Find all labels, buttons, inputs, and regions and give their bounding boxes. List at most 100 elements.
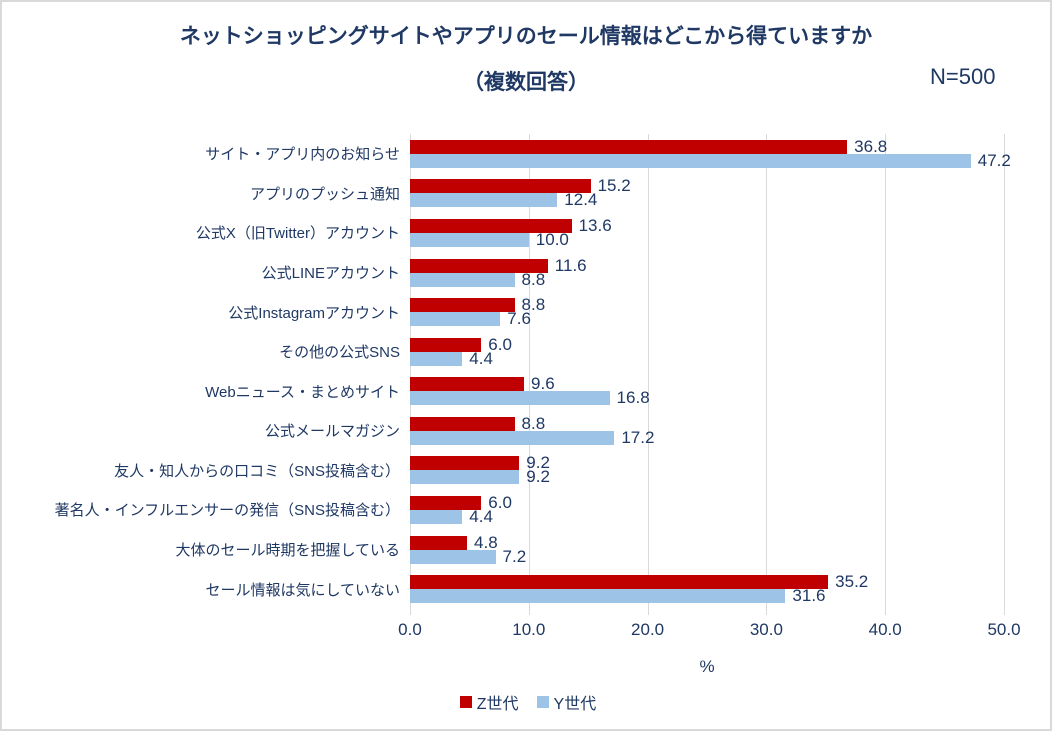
- bar-z-gen: [410, 495, 482, 510]
- chart-title: ネットショッピングサイトやアプリのセール情報はどこから得ていますか: [179, 25, 873, 48]
- value-label-z-gen: 8.8: [521, 413, 546, 433]
- bar-line: 8.8: [410, 413, 1004, 433]
- bar-y-gen: [410, 549, 496, 564]
- value-label-y-gen: 7.2: [502, 546, 527, 566]
- legend-item-y-gen: Y世代: [536, 690, 597, 714]
- bar-z-gen: [410, 139, 848, 154]
- category-row: 6.0 4.4: [410, 332, 1004, 372]
- category-row: 8.8 7.6: [410, 292, 1004, 332]
- category-label: セール情報は気にしていない: [205, 581, 400, 599]
- bar-z-gen: [410, 575, 829, 590]
- value-label-z-gen: 6.0: [488, 334, 512, 354]
- value-label-z-gen: 11.6: [554, 255, 587, 275]
- bar-line: 4.4: [410, 507, 1004, 526]
- x-tick-label: 20.0: [631, 620, 665, 639]
- value-label-y-gen: 47.2: [977, 150, 1011, 170]
- bar-z-gen: [410, 416, 515, 431]
- bar-rows: 36.8 47.2 15.2 12.4 13.6 10.0 11.6 8.8 8.8 7.6 6.0…: [410, 134, 1011, 609]
- bar-line: 16.8: [410, 388, 1004, 408]
- bar-line: 11.6: [410, 255, 1004, 275]
- bar-line: 4.8: [410, 532, 1004, 552]
- category-row: 6.0 4.4: [410, 490, 1004, 530]
- category-label: 大体のセール時期を把握している: [175, 542, 400, 560]
- bar-y-gen: [410, 430, 615, 445]
- chart-area: サイト・アプリ内のお知らせアプリのプッシュ通知公式X（旧Twitter）アカウン…: [22, 134, 1011, 615]
- bar-z-gen: [410, 535, 468, 550]
- value-label-z-gen: 4.8: [474, 532, 498, 552]
- bar-y-gen: [410, 193, 558, 208]
- value-label-z-gen: 9.2: [526, 453, 550, 473]
- bar-line: 6.0: [410, 334, 1004, 354]
- plot-area: 36.8 47.2 15.2 12.4 13.6 10.0 11.6 8.8 8.8 7.6 6.0…: [410, 134, 1011, 615]
- value-label-z-gen: 35.2: [835, 572, 869, 592]
- legend-swatch-z-gen: [459, 696, 472, 708]
- chart-title-block: ネットショッピングサイトやアプリのセール情報はどこから得ていますか （複数回答）: [2, 2, 1050, 98]
- gridline: [410, 134, 411, 615]
- gridline: [528, 134, 530, 615]
- x-tick-label: 40.0: [868, 620, 902, 639]
- bar-line: 35.2: [410, 572, 1004, 592]
- category-label: 公式LINEアカウント: [261, 265, 400, 283]
- category-label: 公式X（旧Twitter）アカウント: [195, 225, 400, 243]
- bar-line: 31.6: [410, 586, 1004, 606]
- bar-z-gen: [410, 218, 572, 233]
- x-tick-label: 30.0: [749, 620, 783, 639]
- bar-line: 7.6: [410, 309, 1004, 328]
- bar-z-gen: [410, 179, 591, 194]
- bar-y-gen: [410, 509, 463, 524]
- category-label: サイト・アプリ内のお知らせ: [205, 146, 400, 164]
- category-label: 公式メールマガジン: [264, 423, 400, 441]
- value-label-z-gen: 6.0: [488, 492, 512, 512]
- bar-line: 12.4: [410, 190, 1004, 210]
- value-label-y-gen: 9.2: [526, 467, 550, 487]
- bar-line: 8.8: [410, 269, 1004, 289]
- x-tick-label: 50.0: [987, 620, 1021, 639]
- gridline: [1004, 134, 1005, 615]
- category-row: 11.6 8.8: [410, 253, 1004, 293]
- value-label-y-gen: 8.8: [521, 269, 546, 289]
- category-label: Webニュース・まとめサイト: [205, 383, 400, 401]
- bar-z-gen: [410, 456, 520, 471]
- category-label: 公式Instagramアカウント: [228, 304, 400, 322]
- bar-line: 10.0: [410, 230, 1004, 249]
- legend-item-z-gen: Z世代: [459, 690, 519, 714]
- bar-line: 47.2: [410, 151, 1011, 170]
- legend-label: Z世代: [476, 696, 519, 713]
- value-label-y-gen: 4.4: [469, 348, 493, 368]
- category-row: 15.2 12.4: [410, 174, 1004, 214]
- bar-line: 7.2: [410, 546, 1004, 566]
- bar-y-gen: [410, 153, 971, 168]
- bar-y-gen: [410, 470, 520, 485]
- category-axis: サイト・アプリ内のお知らせアプリのプッシュ通知公式X（旧Twitter）アカウン…: [22, 134, 410, 609]
- bar-y-gen: [410, 232, 529, 247]
- bar-y-gen: [410, 272, 515, 287]
- category-label: 著名人・インフルエンサーの発信（SNS投稿含む）: [54, 502, 400, 520]
- value-label-y-gen: 12.4: [564, 190, 598, 210]
- category-label: アプリのプッシュ通知: [249, 185, 400, 203]
- category-row: 36.8 47.2: [410, 134, 1011, 174]
- bar-line: 9.2: [410, 467, 1004, 487]
- bar-line: 9.6: [410, 374, 1004, 394]
- value-label-y-gen: 31.6: [792, 586, 826, 606]
- x-tick-label: 10.0: [512, 620, 546, 639]
- bar-line: 8.8: [410, 295, 1004, 315]
- x-tick-label: 0.0: [398, 620, 422, 639]
- category-label: 友人・知人からの口コミ（SNS投稿含む）: [114, 462, 400, 480]
- x-axis-title: %: [699, 657, 715, 676]
- category-row: 8.8 17.2: [410, 411, 1004, 451]
- value-label-z-gen: 8.8: [521, 295, 546, 315]
- category-row: 9.6 16.8: [410, 371, 1004, 411]
- bar-line: 15.2: [410, 176, 1004, 195]
- category-row: 4.8 7.2: [410, 530, 1004, 570]
- bar-line: 9.2: [410, 453, 1004, 473]
- chart-subtitle: （複数回答）: [463, 71, 589, 94]
- legend-swatch-y-gen: [536, 696, 549, 708]
- value-label-y-gen: 16.8: [616, 388, 650, 408]
- bar-y-gen: [410, 589, 786, 604]
- value-label-y-gen: 17.2: [621, 427, 655, 447]
- value-label-z-gen: 36.8: [854, 136, 888, 156]
- bar-z-gen: [410, 377, 525, 392]
- value-label-z-gen: 9.6: [531, 374, 555, 394]
- legend-label: Y世代: [553, 696, 597, 713]
